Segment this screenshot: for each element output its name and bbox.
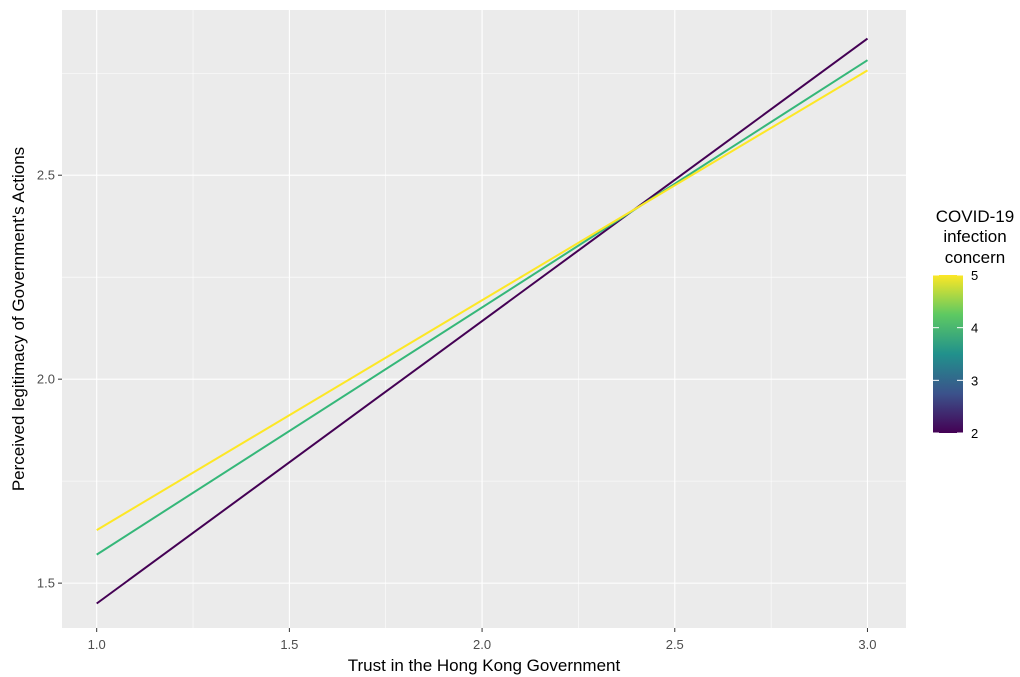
y-axis-title: Perceived legitimacy of Government's Act… [9,147,28,491]
y-tick-label: 2.5 [37,168,55,183]
legend-title-line-2: infection [943,227,1006,246]
x-axis-title: Trust in the Hong Kong Government [348,656,621,675]
legend: COVID-19 infection concern 2 3 4 5 [933,207,1014,441]
series-line-concern-5 [96,69,869,531]
x-tick-label: 2.0 [473,637,491,652]
series-line-concern-2 [96,37,869,605]
series-line-concern-4 [96,59,869,556]
x-tick-label: 3.0 [858,637,876,652]
series-layer [96,37,869,605]
y-tick-label: 2.0 [37,372,55,387]
legend-tick-label: 4 [971,321,978,336]
legend-title-line-3: concern [945,248,1005,267]
legend-tick-label: 3 [971,373,978,388]
grid-major [62,10,906,628]
legend-tick-label: 2 [971,426,978,441]
x-tick-label: 1.5 [280,637,298,652]
y-tick-label: 1.5 [37,576,55,591]
legend-ticks: 2 3 4 5 [933,268,978,441]
axis-layer: 1.0 1.5 2.0 2.5 3.0 1.5 2.0 2.5 [37,168,877,652]
x-tick-label: 2.5 [666,637,684,652]
grid-minor [62,10,906,628]
legend-tick-label: 5 [971,268,978,283]
legend-colorbar [933,275,963,433]
x-tick-label: 1.0 [88,637,106,652]
legend-title-line-1: COVID-19 [936,207,1014,226]
